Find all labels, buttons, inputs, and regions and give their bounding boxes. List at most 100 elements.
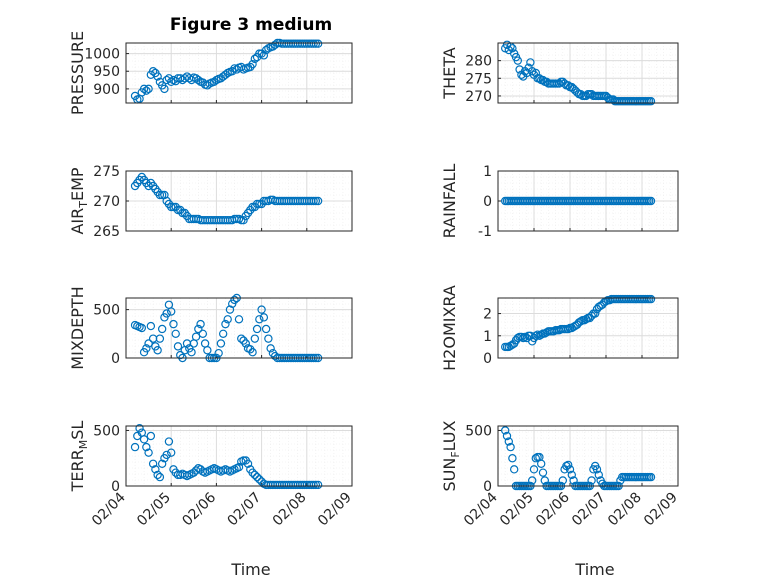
data-point — [203, 81, 212, 90]
data-point — [313, 480, 323, 490]
x-tick-label: 02/06 — [179, 489, 219, 529]
data-point — [196, 319, 205, 329]
axes-background — [126, 298, 352, 358]
y-tick-label: 500 — [465, 423, 492, 439]
data-point — [144, 84, 153, 94]
x-tick-label: 02/09 — [315, 490, 355, 530]
axes-frame — [497, 425, 679, 487]
data-point — [252, 199, 262, 209]
data-point — [252, 324, 262, 334]
data-point — [169, 319, 178, 329]
axes-frame — [125, 42, 353, 104]
data-point — [564, 324, 573, 334]
data-point — [255, 49, 264, 58]
y-axis-label: AIRTEMP — [68, 167, 90, 234]
data-point — [558, 476, 568, 485]
y-tick-label: 270 — [93, 194, 120, 210]
subplot-h2omixra: 0 1 2 H2OMIXRA — [440, 285, 679, 371]
data-point — [646, 472, 656, 482]
data-point — [252, 472, 262, 482]
data-point — [241, 339, 250, 348]
x-tick-label: 02/05 — [134, 490, 174, 530]
data-point — [209, 77, 219, 87]
data-point — [309, 480, 318, 490]
data-point — [142, 344, 151, 353]
data-point — [230, 295, 239, 305]
data-point — [187, 347, 196, 357]
data-point — [259, 313, 269, 322]
data-point — [237, 334, 246, 343]
data-point — [261, 324, 271, 334]
data-point — [223, 315, 232, 324]
axes-frame — [125, 297, 353, 359]
data-point — [248, 468, 257, 477]
y-axis-label: THETA — [440, 47, 459, 99]
data-point — [166, 202, 176, 212]
axes-frame — [125, 170, 353, 232]
y-tick-label: 1000 — [84, 47, 120, 63]
data-point — [313, 39, 323, 48]
data-point — [594, 470, 604, 480]
data-point — [225, 305, 235, 314]
data-point — [564, 460, 573, 470]
data-point — [259, 51, 269, 60]
data-point — [155, 334, 165, 343]
data-point — [248, 59, 257, 69]
data-point — [501, 426, 510, 435]
data-point — [506, 442, 515, 452]
subplot-terr: 0 500 02/04 02/05 02/06 02/07 02/08 02/09 TERRMS… — [68, 421, 355, 530]
data-point — [587, 476, 596, 485]
data-point — [502, 431, 512, 441]
data-point — [311, 39, 321, 48]
y-axis-label: PRESSURE — [68, 31, 87, 115]
data-point — [218, 329, 228, 339]
data-point — [216, 339, 226, 348]
data-point — [531, 331, 541, 340]
axes-frame — [125, 425, 353, 487]
data-point — [171, 329, 180, 339]
y-tick-label: 0 — [483, 194, 492, 210]
data-point — [549, 327, 559, 336]
data-point — [646, 97, 656, 106]
y-tick-label: 500 — [93, 303, 120, 319]
data-point — [137, 323, 147, 333]
x-axis-label-left: Time — [230, 560, 270, 579]
data-point — [248, 347, 257, 357]
data-point — [153, 346, 162, 355]
axes-frame — [497, 42, 679, 104]
data-point — [153, 470, 162, 480]
subplot-mixdepth: 0 500 MIXDEPTH — [68, 286, 353, 370]
data-point — [139, 435, 149, 444]
data-point — [309, 39, 318, 48]
data-point — [520, 332, 530, 342]
x-tick-label: 02/07 — [225, 490, 265, 530]
data-point — [504, 437, 513, 446]
data-point — [146, 321, 156, 331]
data-point — [309, 196, 318, 206]
data-point — [144, 339, 153, 348]
x-tick-label: 02/05 — [497, 490, 537, 530]
data-point — [239, 215, 248, 225]
data-point — [191, 332, 201, 341]
data-point — [157, 459, 167, 468]
data-point — [538, 468, 548, 477]
data-point — [130, 442, 140, 452]
data-point — [153, 72, 162, 81]
data-point — [148, 67, 158, 76]
data-point — [255, 315, 264, 324]
data-point — [250, 334, 260, 343]
data-point — [139, 84, 149, 94]
data-point — [529, 465, 539, 474]
x-tick-label: 02/04 — [89, 489, 129, 529]
data-point — [160, 84, 169, 94]
y-tick-label: 270 — [465, 89, 492, 105]
axes-frame — [497, 170, 679, 232]
y-tick-label: 275 — [93, 164, 120, 180]
x-tick-label: 02/04 — [461, 489, 501, 529]
data-point — [565, 465, 575, 474]
